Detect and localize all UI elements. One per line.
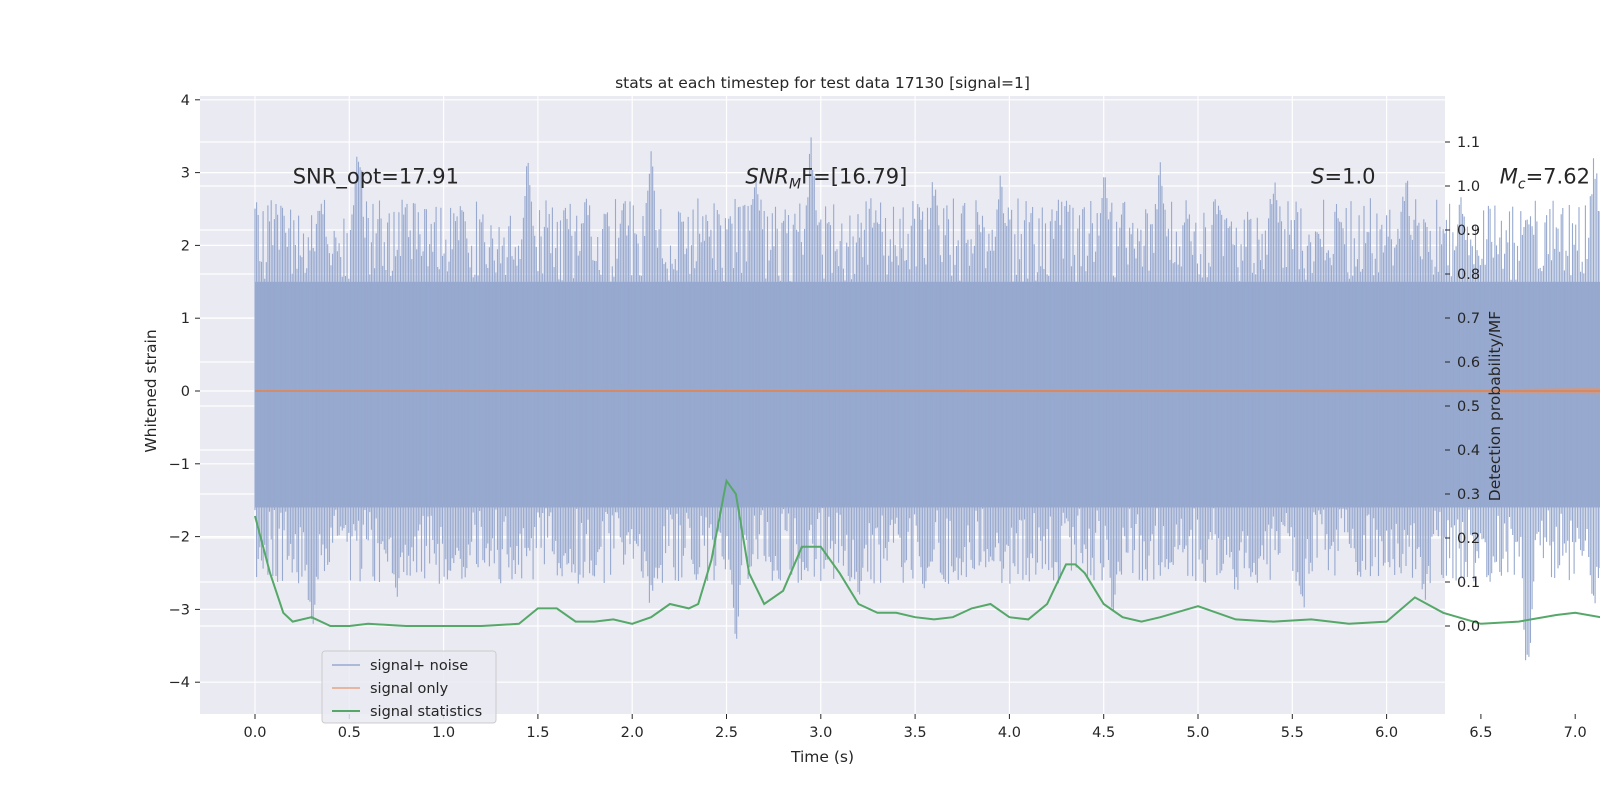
y-axis-ticks: 4 3 2 1 0 −1 −2 −3 −4 [169, 93, 200, 691]
y-tick-label: 4 [181, 93, 190, 109]
y2-tick-label: 0.0 [1457, 619, 1480, 635]
y-tick-label: 0 [181, 384, 190, 400]
annotations: SNR_opt=17.91 SNRMF=[16.79] S=1.0 Mc=7.62 [293, 165, 1590, 193]
x-tick-label: 5.0 [1186, 725, 1209, 741]
y-tick-label: −1 [169, 457, 190, 473]
y-tick-label: −3 [169, 602, 190, 618]
x-tick-label: 1.0 [432, 725, 455, 741]
x-tick-label: 2.0 [621, 725, 644, 741]
x-tick-label: 6.0 [1375, 725, 1398, 741]
annotation-mc-sub: c [1518, 177, 1526, 193]
signal-series [255, 387, 1600, 395]
x-tick-label: 3.0 [809, 725, 832, 741]
y-tick-label: 3 [181, 166, 190, 182]
x-tick-label: 0.5 [338, 725, 361, 741]
statistics-line [254, 478, 1600, 627]
noise-series [254, 137, 1600, 661]
y2-tick-label: 0.1 [1457, 575, 1480, 591]
annotation-s-value: =1.0 [1325, 165, 1376, 189]
legend-label-signal-statistics: signal statistics [370, 704, 482, 720]
y2-tick-label: 0.2 [1457, 531, 1480, 547]
annotation-mc: Mc=7.62 [1500, 165, 1590, 193]
y2-tick-label: 0.9 [1457, 223, 1480, 239]
y2-axis-ticks: 1.1 1.0 0.9 0.8 0.7 0.6 0.5 0.4 0.3 0.2 0.1 0.0 [1445, 135, 1480, 635]
y2-tick-label: 0.4 [1457, 443, 1480, 459]
annotation-snr-mf: SNRMF=[16.79] [745, 165, 907, 193]
y2-tick-label: 0.6 [1457, 355, 1480, 371]
y2-tick-label: 0.8 [1457, 267, 1480, 283]
x-tick-label: 1.5 [526, 725, 549, 741]
y-tick-label: 2 [181, 238, 190, 254]
statistics-series [254, 478, 1600, 627]
x-tick-label: 4.0 [998, 725, 1021, 741]
x-axis-label: Time (s) [790, 748, 854, 766]
annotation-mc-value: =7.62 [1526, 165, 1590, 189]
noise-trace [254, 137, 1600, 661]
y-tick-label: −2 [169, 530, 190, 546]
annotation-s: S=1.0 [1311, 165, 1375, 189]
x-tick-label: 3.5 [904, 725, 927, 741]
y2-tick-label: 1.1 [1457, 135, 1480, 151]
y-tick-label: −4 [169, 675, 190, 691]
x-tick-label: 4.5 [1092, 725, 1115, 741]
annotation-snr-mf-value: F=[16.79] [801, 165, 907, 189]
y-tick-label: 1 [181, 311, 190, 327]
annotation-snr-mf-base: SNR [745, 165, 789, 189]
legend-label-signal-only: signal only [370, 681, 449, 697]
y2-tick-label: 0.7 [1457, 311, 1480, 327]
legend: signal+ noise signal only signal statist… [321, 650, 497, 724]
annotation-mc-base: M [1500, 165, 1518, 189]
y2-tick-label: 1.0 [1457, 179, 1480, 195]
x-tick-label: 0.0 [243, 725, 266, 741]
annotation-s-symbol: S [1311, 165, 1324, 189]
annotation-snr-mf-sub: M [789, 177, 801, 193]
chart-title: stats at each timestep for test data 171… [615, 74, 1030, 92]
y-axis-label: Whitened strain [142, 329, 160, 452]
legend-label-signal-noise: signal+ noise [370, 658, 468, 674]
y2-tick-label: 0.5 [1457, 399, 1480, 415]
x-tick-label: 7.0 [1564, 725, 1587, 741]
annotation-snr-opt: SNR_opt=17.91 [293, 165, 459, 190]
x-tick-label: 5.5 [1281, 725, 1304, 741]
y2-tick-label: 0.3 [1457, 487, 1480, 503]
legend-box [321, 650, 497, 724]
x-tick-label: 6.5 [1469, 725, 1492, 741]
x-tick-label: 2.5 [715, 725, 738, 741]
x-axis-ticks: 0.0 0.5 1.0 1.5 2.0 2.5 3.0 3.5 4.0 4.5 5.0 5.5 6.0 6… [243, 714, 1587, 741]
y2-axis-label: Detection probability/MF [1486, 311, 1504, 502]
